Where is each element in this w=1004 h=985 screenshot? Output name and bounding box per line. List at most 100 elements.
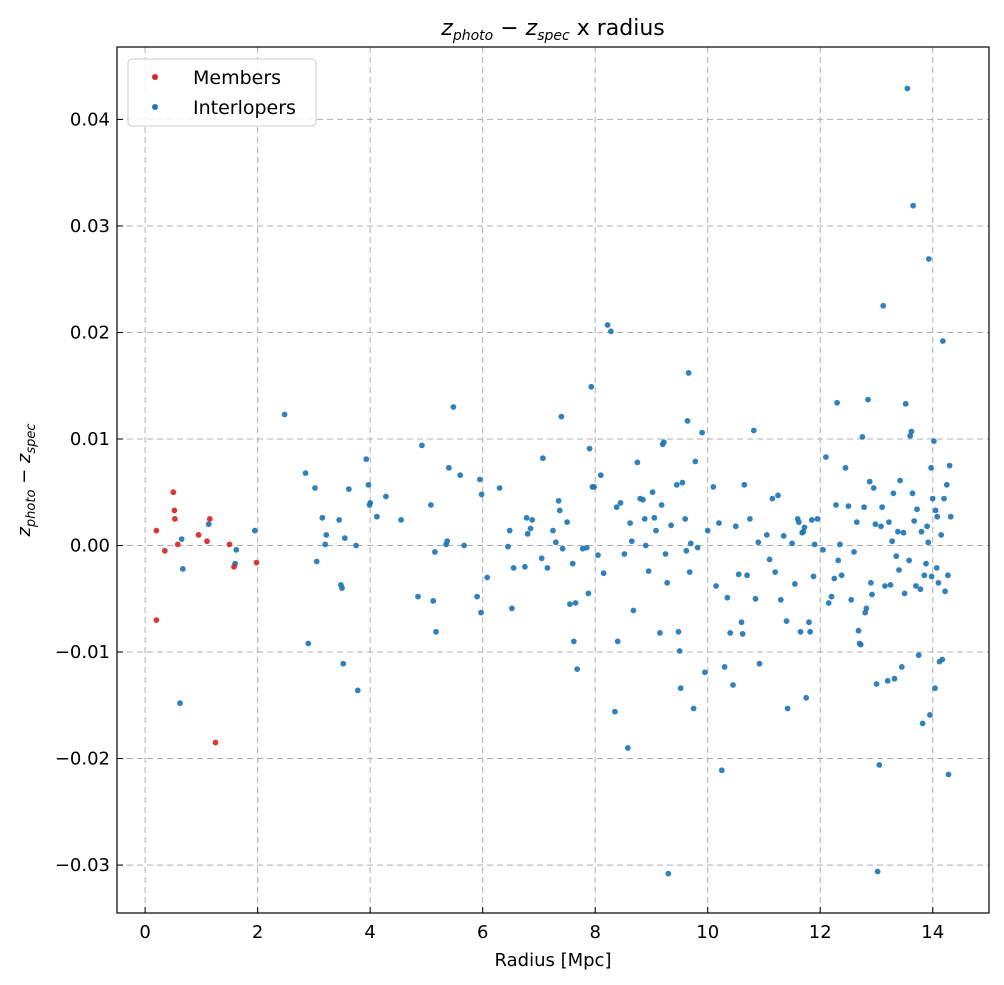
point-interlopers [882, 583, 888, 589]
point-interlopers [505, 543, 511, 550]
point-interlopers [777, 596, 784, 603]
point-interlopers [341, 535, 348, 541]
point-interlopers [735, 571, 742, 578]
point-interlopers [634, 459, 641, 466]
point-interlopers [319, 514, 326, 521]
point-interlopers [872, 521, 879, 528]
point-interlopers [934, 513, 941, 520]
point-interlopers [756, 660, 763, 667]
legend-box [127, 58, 317, 127]
point-interlopers [942, 588, 948, 595]
legend: Members Interlopers [127, 58, 317, 127]
point-interlopers [901, 590, 908, 597]
point-interlopers [889, 538, 896, 545]
point-members [231, 563, 237, 570]
point-interlopers [929, 495, 936, 502]
point-interlopers [673, 481, 680, 488]
y-axis-ticks: 0.04 0.03 0.02 0.01 0.00 −0.01 −0.02 −0.03 [55, 109, 123, 876]
chart-title: zphoto − zspec x radius [440, 16, 664, 44]
point-interlopers [588, 383, 595, 390]
point-interlopers [932, 685, 938, 692]
point-interlopers [662, 551, 669, 557]
point-interlopers [178, 536, 185, 542]
point-members [153, 527, 160, 534]
point-interlopers [730, 682, 736, 688]
point-interlopers [941, 495, 947, 502]
point-interlopers [645, 568, 652, 574]
y-axis-label: zphoto − zspec [14, 423, 39, 537]
plot-frame [116, 46, 990, 914]
point-interlopers [363, 456, 370, 463]
x-axis-ticks: 0 2 4 6 8 10 12 14 [139, 907, 944, 943]
point-interlopers [585, 590, 592, 597]
point-interlopers [694, 544, 701, 551]
point-interlopers [538, 555, 545, 562]
point-interlopers [205, 521, 212, 528]
point-interlopers [564, 519, 570, 525]
point-interlopers [718, 767, 725, 774]
point-interlopers [660, 439, 667, 446]
point-interlopers [336, 517, 343, 523]
point-interlopers [509, 605, 515, 612]
point-interlopers [478, 609, 484, 616]
point-members [212, 739, 219, 746]
x-tick-label: 6 [477, 922, 488, 943]
point-interlopers [783, 618, 790, 624]
y-tick-label: −0.01 [55, 642, 110, 663]
point-interlopers [911, 518, 918, 524]
point-interlopers [613, 504, 620, 511]
point-interlopers [676, 648, 683, 654]
point-interlopers [884, 677, 891, 684]
point-interlopers [895, 528, 901, 535]
point-interlopers [614, 638, 621, 645]
x-tick-label: 14 [921, 922, 944, 943]
point-interlopers [853, 519, 860, 525]
point-interlopers [880, 302, 887, 309]
point-interlopers [898, 664, 905, 670]
point-interlopers [947, 513, 954, 520]
point-interlopers [340, 660, 347, 667]
point-interlopers [869, 591, 875, 598]
point-interlopers [797, 628, 804, 635]
point-interlopers [855, 627, 862, 634]
point-interlopers [684, 418, 691, 424]
point-interlopers [906, 557, 912, 564]
point-interlopers [835, 557, 842, 564]
legend-marker-members [152, 74, 158, 80]
point-members [253, 559, 260, 566]
point-interlopers [641, 516, 648, 522]
point-interlopers [675, 628, 682, 635]
point-interlopers [529, 517, 536, 523]
point-interlopers [945, 771, 952, 778]
point-interlopers [738, 619, 745, 626]
point-members [195, 532, 202, 538]
point-interlopers [803, 694, 810, 701]
point-interlopers [727, 630, 734, 636]
point-interlopers [570, 638, 577, 645]
point-members [174, 541, 181, 548]
legend-label-members: Members [193, 67, 281, 89]
point-interlopers [943, 481, 950, 488]
point-interlopers [685, 370, 692, 376]
point-interlopers [339, 585, 345, 591]
point-interlopers [938, 532, 945, 538]
point-interlopers [897, 477, 903, 484]
point-interlopers [677, 685, 684, 692]
point-interlopers [544, 565, 551, 571]
point-interlopers [522, 563, 528, 570]
legend-label-interlopers: Interlopers [193, 97, 296, 119]
point-interlopers [354, 687, 361, 694]
point-interlopers [744, 572, 750, 579]
point-interlopers [478, 491, 485, 498]
point-interlopers [917, 586, 924, 593]
point-members [153, 617, 160, 623]
x-axis-label: Radius [Mpc] [495, 950, 612, 971]
point-interlopers [752, 595, 759, 602]
point-interlopers [900, 529, 907, 536]
point-interlopers [868, 579, 874, 586]
point-interlopers [913, 583, 919, 589]
point-interlopers [857, 641, 864, 648]
point-interlopers [820, 546, 826, 553]
point-interlopers [322, 541, 329, 548]
point-interlopers [896, 567, 902, 573]
